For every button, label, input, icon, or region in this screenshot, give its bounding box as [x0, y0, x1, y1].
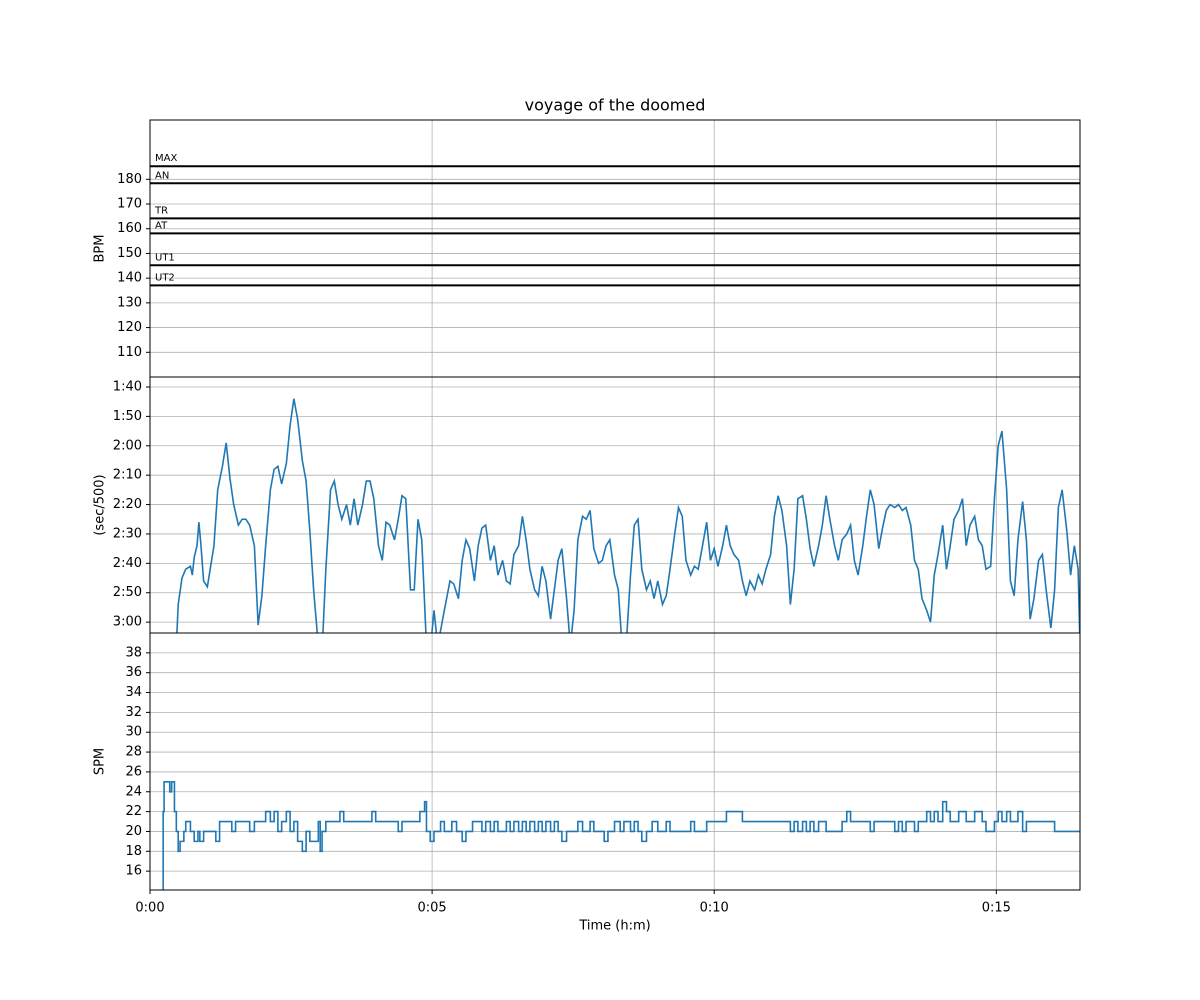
- y-tick-label: 2:10: [113, 468, 142, 483]
- y-tick-label: 120: [117, 320, 142, 335]
- y-tick-label: 130: [117, 295, 142, 310]
- x-tick-label: 0:10: [700, 901, 729, 916]
- x-tick-label: 0:00: [135, 901, 164, 916]
- y-tick-label: 110: [117, 345, 142, 360]
- y-tick-label: 18: [125, 844, 142, 859]
- zone-label: UT1: [155, 252, 175, 263]
- y-tick-label: 140: [117, 271, 142, 286]
- y-tick-label: 3:00: [113, 615, 142, 630]
- y-tick-label: 28: [125, 745, 142, 760]
- x-tick-label: 0:05: [418, 901, 447, 916]
- y-tick-label: 2:30: [113, 526, 142, 541]
- zone-label: MAX: [155, 153, 177, 164]
- y-tick-label: 160: [117, 221, 142, 236]
- y-tick-label: 2:00: [113, 438, 142, 453]
- y-tick-label: 36: [125, 665, 142, 680]
- y-tick-label: 2:20: [113, 497, 142, 512]
- zone-label: TR: [154, 205, 168, 216]
- y-tick-label: 2:50: [113, 585, 142, 600]
- plot-area: [150, 120, 1080, 377]
- series-line: [162, 781, 1080, 890]
- y-tick-label: 1:50: [113, 409, 142, 424]
- plot-area: [150, 377, 1080, 633]
- zone-label: UT2: [155, 272, 175, 283]
- zone-label: AT: [155, 220, 168, 231]
- y-tick-label: 32: [125, 705, 142, 720]
- y-tick-label: 20: [125, 824, 142, 839]
- y-tick-label: 22: [125, 804, 142, 819]
- x-tick-label: 0:15: [982, 901, 1011, 916]
- y-axis-label: (sec/500): [93, 474, 108, 535]
- y-tick-label: 34: [125, 685, 142, 700]
- y-tick-label: 30: [125, 725, 142, 740]
- y-tick-label: 170: [117, 197, 142, 212]
- x-axis-label: Time (h:m): [578, 919, 650, 934]
- y-tick-label: 1:40: [113, 379, 142, 394]
- zone-label: AN: [155, 170, 169, 181]
- chart-title: voyage of the doomed: [525, 96, 706, 115]
- y-tick-label: 26: [125, 764, 142, 779]
- y-axis-label: BPM: [93, 235, 108, 263]
- y-axis-label: SPM: [93, 748, 108, 775]
- y-tick-label: 2:40: [113, 556, 142, 571]
- series-line: [176, 398, 1080, 633]
- y-tick-label: 38: [125, 645, 142, 660]
- axes-frame: [149, 632, 1081, 891]
- y-tick-label: 24: [125, 784, 142, 799]
- plot-area: [150, 633, 1080, 890]
- y-tick-label: 150: [117, 246, 142, 261]
- y-tick-label: 180: [117, 172, 142, 187]
- y-tick-label: 16: [125, 864, 142, 879]
